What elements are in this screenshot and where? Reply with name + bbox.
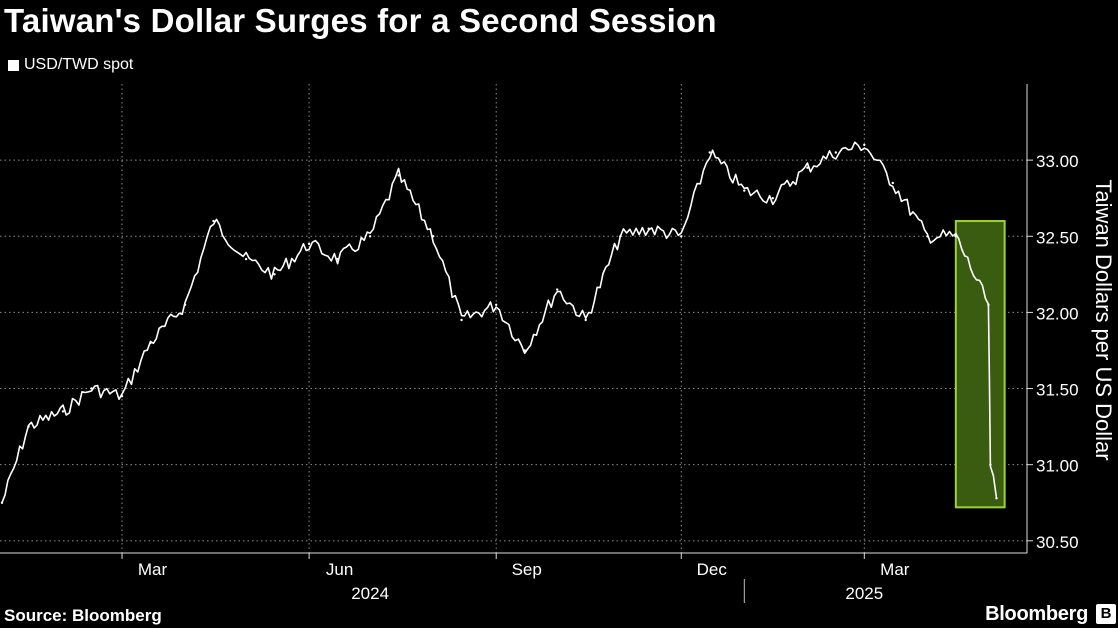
- series-point: [460, 318, 463, 322]
- series-point: [834, 151, 837, 154]
- series-point: [987, 303, 990, 306]
- y-tick-label: 30.50: [1036, 533, 1079, 552]
- series-point: [771, 197, 774, 200]
- series-point: [743, 189, 746, 192]
- series-point: [806, 166, 809, 169]
- highlight-box: [954, 220, 1006, 509]
- x-tick-label: Mar: [138, 560, 168, 579]
- source-note: Source: Bloomberg: [4, 606, 162, 625]
- y-axis-label: Taiwan Dollars per US Dollar: [1091, 179, 1116, 461]
- series-point: [989, 463, 992, 466]
- legend-swatch: [8, 59, 19, 71]
- series-point: [680, 235, 683, 238]
- series-point: [183, 303, 187, 306]
- series-point: [891, 181, 894, 185]
- series-point: [523, 349, 526, 352]
- series-point: [954, 235, 957, 238]
- y-tick-label: 31.00: [1036, 457, 1079, 476]
- series-point: [307, 242, 311, 246]
- legend: USD/TWD spot: [8, 56, 133, 74]
- series-point: [926, 235, 929, 238]
- year-label: 2025: [845, 584, 883, 603]
- series-point: [397, 174, 400, 177]
- series-point: [273, 273, 276, 276]
- y-tick-label: 32.50: [1036, 228, 1079, 247]
- series-point: [495, 303, 498, 306]
- bloomberg-logo: Bloomberg: [985, 603, 1088, 625]
- y-tick-label: 31.50: [1036, 381, 1079, 400]
- series-point: [619, 235, 622, 238]
- series-point: [61, 410, 65, 413]
- series-point: [708, 151, 711, 154]
- series-point: [368, 235, 372, 238]
- series-point: [584, 318, 587, 322]
- highlight-layer: [954, 220, 1006, 509]
- bloomberg-b-icon: B: [1096, 604, 1116, 624]
- axis-layer: 30.50 31.00 31.50 32.00 32.50 33.00 Mar Jun Sep D…: [0, 84, 1079, 603]
- series-point: [0, 501, 4, 504]
- series-point: [863, 143, 866, 147]
- series-point: [244, 257, 248, 261]
- series-point: [556, 288, 559, 291]
- series-point: [120, 395, 124, 398]
- series-point: [90, 387, 93, 390]
- series-point: [212, 219, 215, 223]
- chart-title: Taiwan's Dollar Surges for a Second Sess…: [4, 2, 717, 39]
- year-label: 2024: [351, 584, 389, 603]
- series-point: [647, 227, 650, 230]
- series-line-usd-twd: [1, 141, 998, 503]
- series-point: [149, 341, 152, 345]
- series-point: [27, 425, 30, 428]
- series-point: [995, 497, 998, 500]
- legend-label: USD/TWD spot: [24, 56, 134, 73]
- series-point: [432, 235, 435, 238]
- x-tick-label: Mar: [880, 560, 910, 579]
- series-point: [336, 257, 339, 261]
- grid: [0, 84, 1027, 553]
- y-tick-label: 33.00: [1036, 152, 1079, 171]
- y-tick-label: 32.00: [1036, 304, 1079, 323]
- x-tick-label: Sep: [512, 560, 542, 579]
- x-tick-label: Dec: [697, 560, 728, 579]
- series-layer: [0, 141, 998, 504]
- x-tick-label: Jun: [326, 560, 353, 579]
